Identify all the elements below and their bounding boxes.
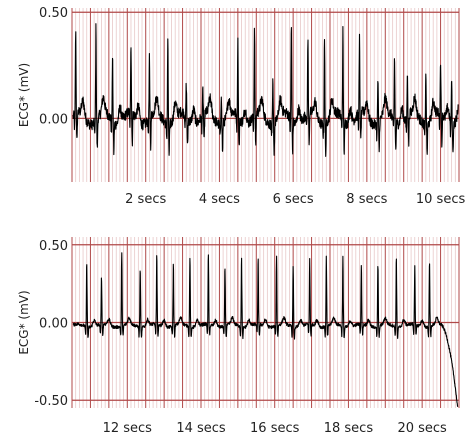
y-tick-label: 0.50 — [39, 6, 68, 21]
y-axis-label: ECG* (mV) — [17, 290, 31, 354]
ecg-chart-1: 2 secs 4 secs 6 secs 8 secs 10 secs 0.00 0.50 E… — [17, 6, 465, 207]
x-tick-label: 8 secs — [346, 192, 387, 207]
x-tick-label: 14 secs — [176, 421, 226, 436]
x-tick-label: 2 secs — [125, 192, 166, 207]
x-tick-label: 20 secs — [397, 421, 447, 436]
y-tick-label: -0.50 — [34, 394, 68, 409]
x-tick-label: 10 secs — [416, 192, 466, 207]
ecg-trace — [72, 252, 459, 407]
y-axis-label: ECG* (mV) — [17, 63, 31, 127]
y-tick-label: 0.00 — [39, 317, 68, 332]
x-tick-label: 16 secs — [250, 421, 300, 436]
x-tick-label: 4 secs — [199, 192, 240, 207]
x-tick-label: 18 secs — [324, 421, 374, 436]
y-tick-label: 0.50 — [39, 239, 68, 254]
x-tick-label: 12 secs — [103, 421, 153, 436]
y-tick-label: 0.00 — [39, 112, 68, 127]
grid — [71, 8, 460, 182]
ecg-chart-2: 12 secs 14 secs 16 secs 18 secs 20 secs 0.50 0… — [17, 237, 460, 436]
x-tick-label: 6 secs — [273, 192, 314, 207]
ecg-trace — [72, 23, 459, 157]
